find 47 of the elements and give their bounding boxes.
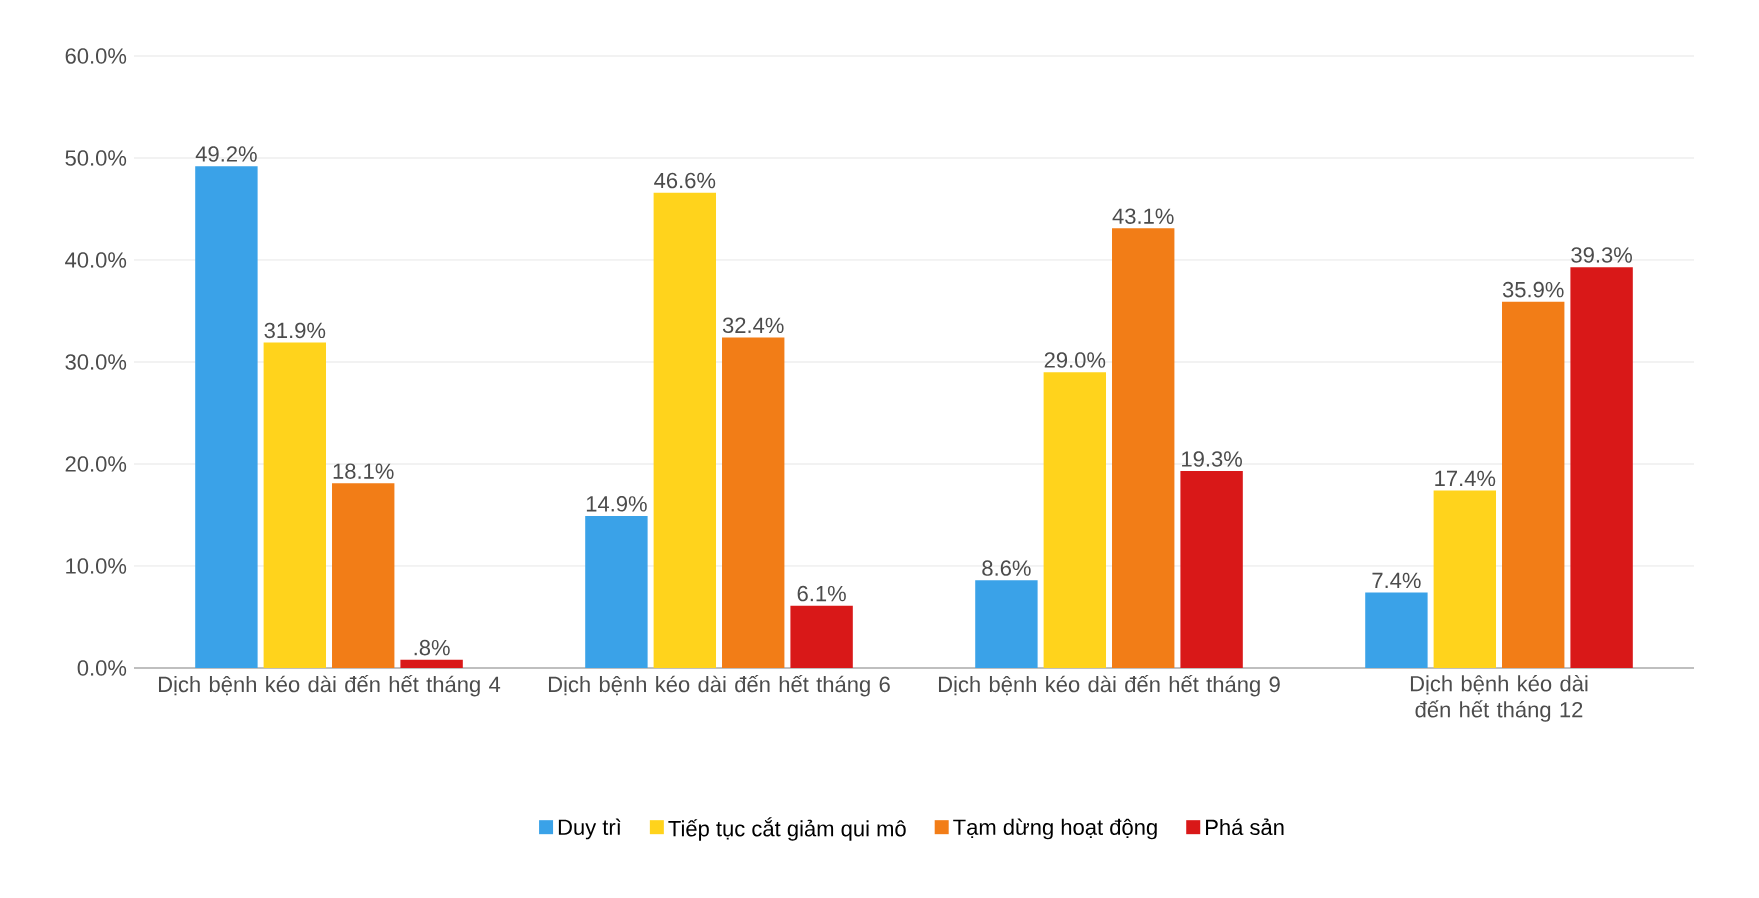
bar [1502,301,1565,668]
data-label: 32.4% [722,317,784,334]
legend-label: Tạm dừng hoạt động [953,818,1157,840]
data-label: 43.1% [1112,208,1174,224]
data-label: 17.4% [1435,470,1496,487]
data-label: 7.4% [1372,572,1421,589]
bar [400,659,463,668]
bar [585,516,648,668]
bar [722,337,785,668]
bar [790,605,853,668]
y-tick-label: 40.0% [65,252,127,268]
legend-label: Tiếp tục cắt giảm qui mô [668,817,906,841]
data-label: 46.6% [654,172,716,189]
data-label: 49.2% [195,146,257,162]
y-tick-label: 50.0% [65,150,127,166]
bar [332,483,395,668]
x-tick-label: Dịch bệnh kéo dài đến hết tháng 4 [158,675,501,697]
bar [975,580,1038,668]
data-label: 19.3% [1182,451,1242,467]
legend-label: Duy trì [558,818,621,840]
legend-label: Phá sản [1206,818,1284,836]
data-label: 39.3% [1571,247,1632,263]
y-tick-label: 60.0% [65,48,127,64]
bar [195,166,258,668]
data-label: .8% [414,639,450,656]
data-label: 6.1% [797,585,846,602]
bar [1180,471,1243,668]
data-label: 35.9% [1502,281,1564,298]
x-tick-label: Dịch bệnh kéo dài đến hết tháng 6 [548,675,890,697]
data-label: 14.9% [586,496,647,512]
bar [1365,592,1428,668]
bar [653,192,717,668]
data-label: 18.1% [333,463,394,479]
bar [1433,490,1497,668]
bar [1570,267,1633,668]
y-tick-label: 30.0% [65,354,127,370]
bar [263,342,327,668]
x-tick-label: Dịch bệnh kéo dài đến hết tháng 12 [1410,675,1588,722]
y-tick-label: 20.0% [65,456,127,472]
data-label: 31.9% [264,322,326,339]
x-tick-label: Dịch bệnh kéo dài đến hết tháng 9 [938,675,1280,697]
y-tick-label: 0.0% [77,660,127,676]
bar [1112,228,1175,668]
bar [1043,372,1107,668]
data-label: 8.6% [982,560,1031,576]
data-label: 29.0% [1044,352,1106,368]
y-tick-label: 10.0% [66,558,127,574]
